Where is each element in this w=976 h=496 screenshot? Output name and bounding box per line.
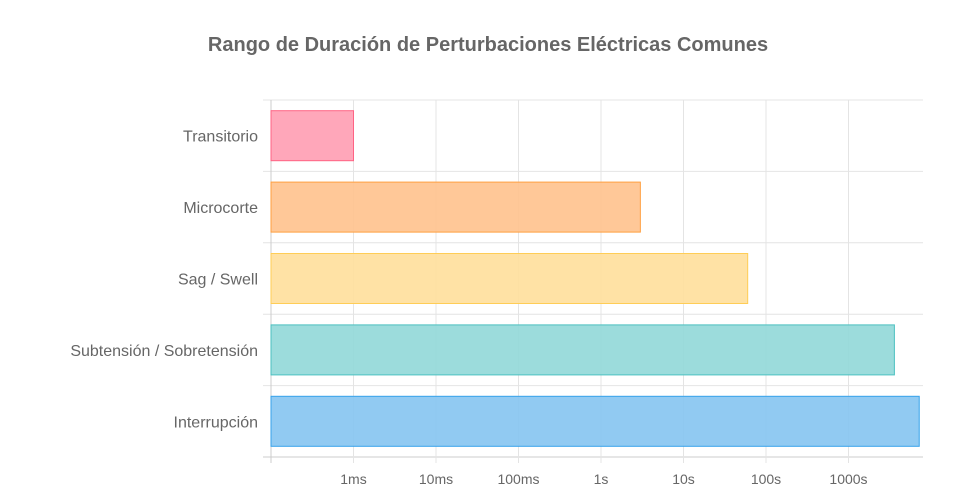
bar-2: [270, 253, 749, 304]
category-label: Subtensión / Sobretensión: [70, 343, 258, 360]
category-label: Microcorte: [183, 200, 258, 217]
category-label: Interrupción: [174, 414, 259, 431]
x-tick-label: 100s: [751, 471, 781, 487]
category-label: Sag / Swell: [178, 272, 258, 289]
bar-1: [270, 181, 641, 233]
bar-4: [270, 395, 920, 447]
bar-3: [270, 324, 895, 376]
x-tick-label: 1s: [594, 471, 609, 487]
chart-title: Rango de Duración de Perturbaciones Eléc…: [207, 34, 769, 56]
bar-0: [270, 110, 354, 162]
x-tick-label: 10ms: [419, 471, 453, 487]
category-label: Transitorio: [183, 129, 258, 146]
x-tick-label: 1ms: [340, 471, 366, 487]
x-tick-label: 1000s: [829, 471, 867, 487]
x-tick-label: 100ms: [497, 471, 539, 487]
x-tick-label: 10s: [672, 471, 695, 487]
